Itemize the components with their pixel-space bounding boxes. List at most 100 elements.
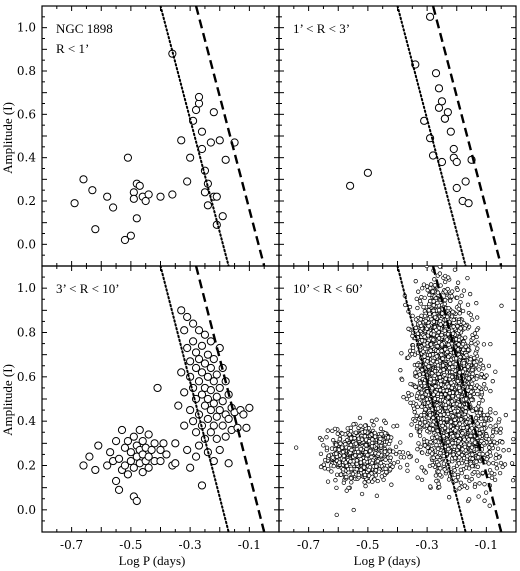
data-point xyxy=(371,423,376,428)
data-point xyxy=(186,153,195,162)
data-point xyxy=(356,472,361,478)
data-point xyxy=(456,461,462,466)
data-point xyxy=(218,212,227,221)
data-point xyxy=(420,286,425,291)
data-point xyxy=(455,280,461,285)
data-point xyxy=(498,430,503,435)
data-point xyxy=(159,439,168,448)
data-point xyxy=(186,463,195,472)
data-point xyxy=(224,459,233,468)
data-point xyxy=(461,288,467,293)
data-point xyxy=(339,445,345,450)
data-point xyxy=(419,417,425,422)
data-point xyxy=(188,319,198,328)
y-tick-label: 0.6 xyxy=(17,107,36,121)
data-point xyxy=(456,306,461,312)
data-point xyxy=(477,410,483,416)
data-point xyxy=(191,452,201,461)
data-point xyxy=(422,419,428,425)
data-point xyxy=(440,363,446,368)
data-point xyxy=(473,415,479,421)
data-point xyxy=(509,461,515,466)
data-point xyxy=(191,105,201,115)
data-point xyxy=(337,460,342,465)
data-point xyxy=(476,367,482,372)
data-point xyxy=(470,367,475,372)
data-point xyxy=(418,413,424,418)
data-point xyxy=(212,370,221,379)
data-point xyxy=(418,317,423,322)
data-point xyxy=(206,337,215,346)
data-point xyxy=(475,346,480,351)
data-point xyxy=(450,440,455,446)
data-point xyxy=(449,294,454,299)
data-point xyxy=(197,481,207,490)
data-point xyxy=(456,320,462,325)
data-point xyxy=(326,453,332,458)
data-point xyxy=(461,320,466,326)
data-point xyxy=(351,507,356,513)
data-point xyxy=(352,435,357,441)
data-point xyxy=(501,448,506,453)
data-point xyxy=(348,425,353,430)
data-point xyxy=(409,351,415,357)
data-point xyxy=(91,225,100,234)
data-point xyxy=(221,432,230,441)
data-point xyxy=(406,390,411,396)
data-point xyxy=(415,362,420,368)
data-point xyxy=(452,468,457,473)
data-point xyxy=(473,342,478,347)
data-point xyxy=(494,452,499,457)
data-point xyxy=(338,472,344,477)
data-point xyxy=(373,473,379,478)
data-point xyxy=(468,357,473,362)
data-point xyxy=(348,476,354,481)
data-point xyxy=(500,440,505,445)
data-point xyxy=(362,465,367,470)
data-point xyxy=(438,450,443,456)
data-point xyxy=(376,469,382,474)
data-point xyxy=(476,401,482,406)
data-point xyxy=(485,412,490,417)
data-point xyxy=(209,355,218,364)
data-point xyxy=(353,453,358,458)
data-point xyxy=(417,429,423,434)
data-point xyxy=(129,432,138,441)
data-point xyxy=(442,399,448,404)
data-point xyxy=(419,313,424,318)
data-point xyxy=(215,445,224,455)
data-point xyxy=(354,467,359,472)
data-point xyxy=(203,201,212,210)
data-point xyxy=(414,458,420,463)
data-point xyxy=(215,136,224,145)
data-point xyxy=(441,453,446,459)
data-point xyxy=(450,434,456,439)
data-point xyxy=(111,476,121,486)
data-point xyxy=(221,155,230,164)
data-point xyxy=(443,108,452,117)
data-point xyxy=(431,337,436,342)
data-point xyxy=(440,423,445,428)
data-point xyxy=(194,355,204,364)
data-point xyxy=(470,317,475,322)
data-point xyxy=(427,292,432,298)
data-point xyxy=(103,461,112,470)
data-point xyxy=(203,350,212,359)
data-point xyxy=(393,444,399,450)
data-point xyxy=(218,397,227,406)
data-point xyxy=(475,315,480,320)
data-point xyxy=(473,351,478,356)
data-point xyxy=(439,332,444,338)
data-point xyxy=(349,466,354,472)
data-point xyxy=(442,279,448,285)
data-point xyxy=(484,433,489,439)
data-point xyxy=(472,440,478,445)
data-point xyxy=(462,444,468,450)
data-point xyxy=(79,461,88,470)
data-point xyxy=(446,275,451,280)
data-point xyxy=(444,388,450,393)
data-point xyxy=(428,439,433,445)
data-point xyxy=(431,455,436,460)
data-point xyxy=(412,418,418,423)
data-point xyxy=(362,434,368,439)
